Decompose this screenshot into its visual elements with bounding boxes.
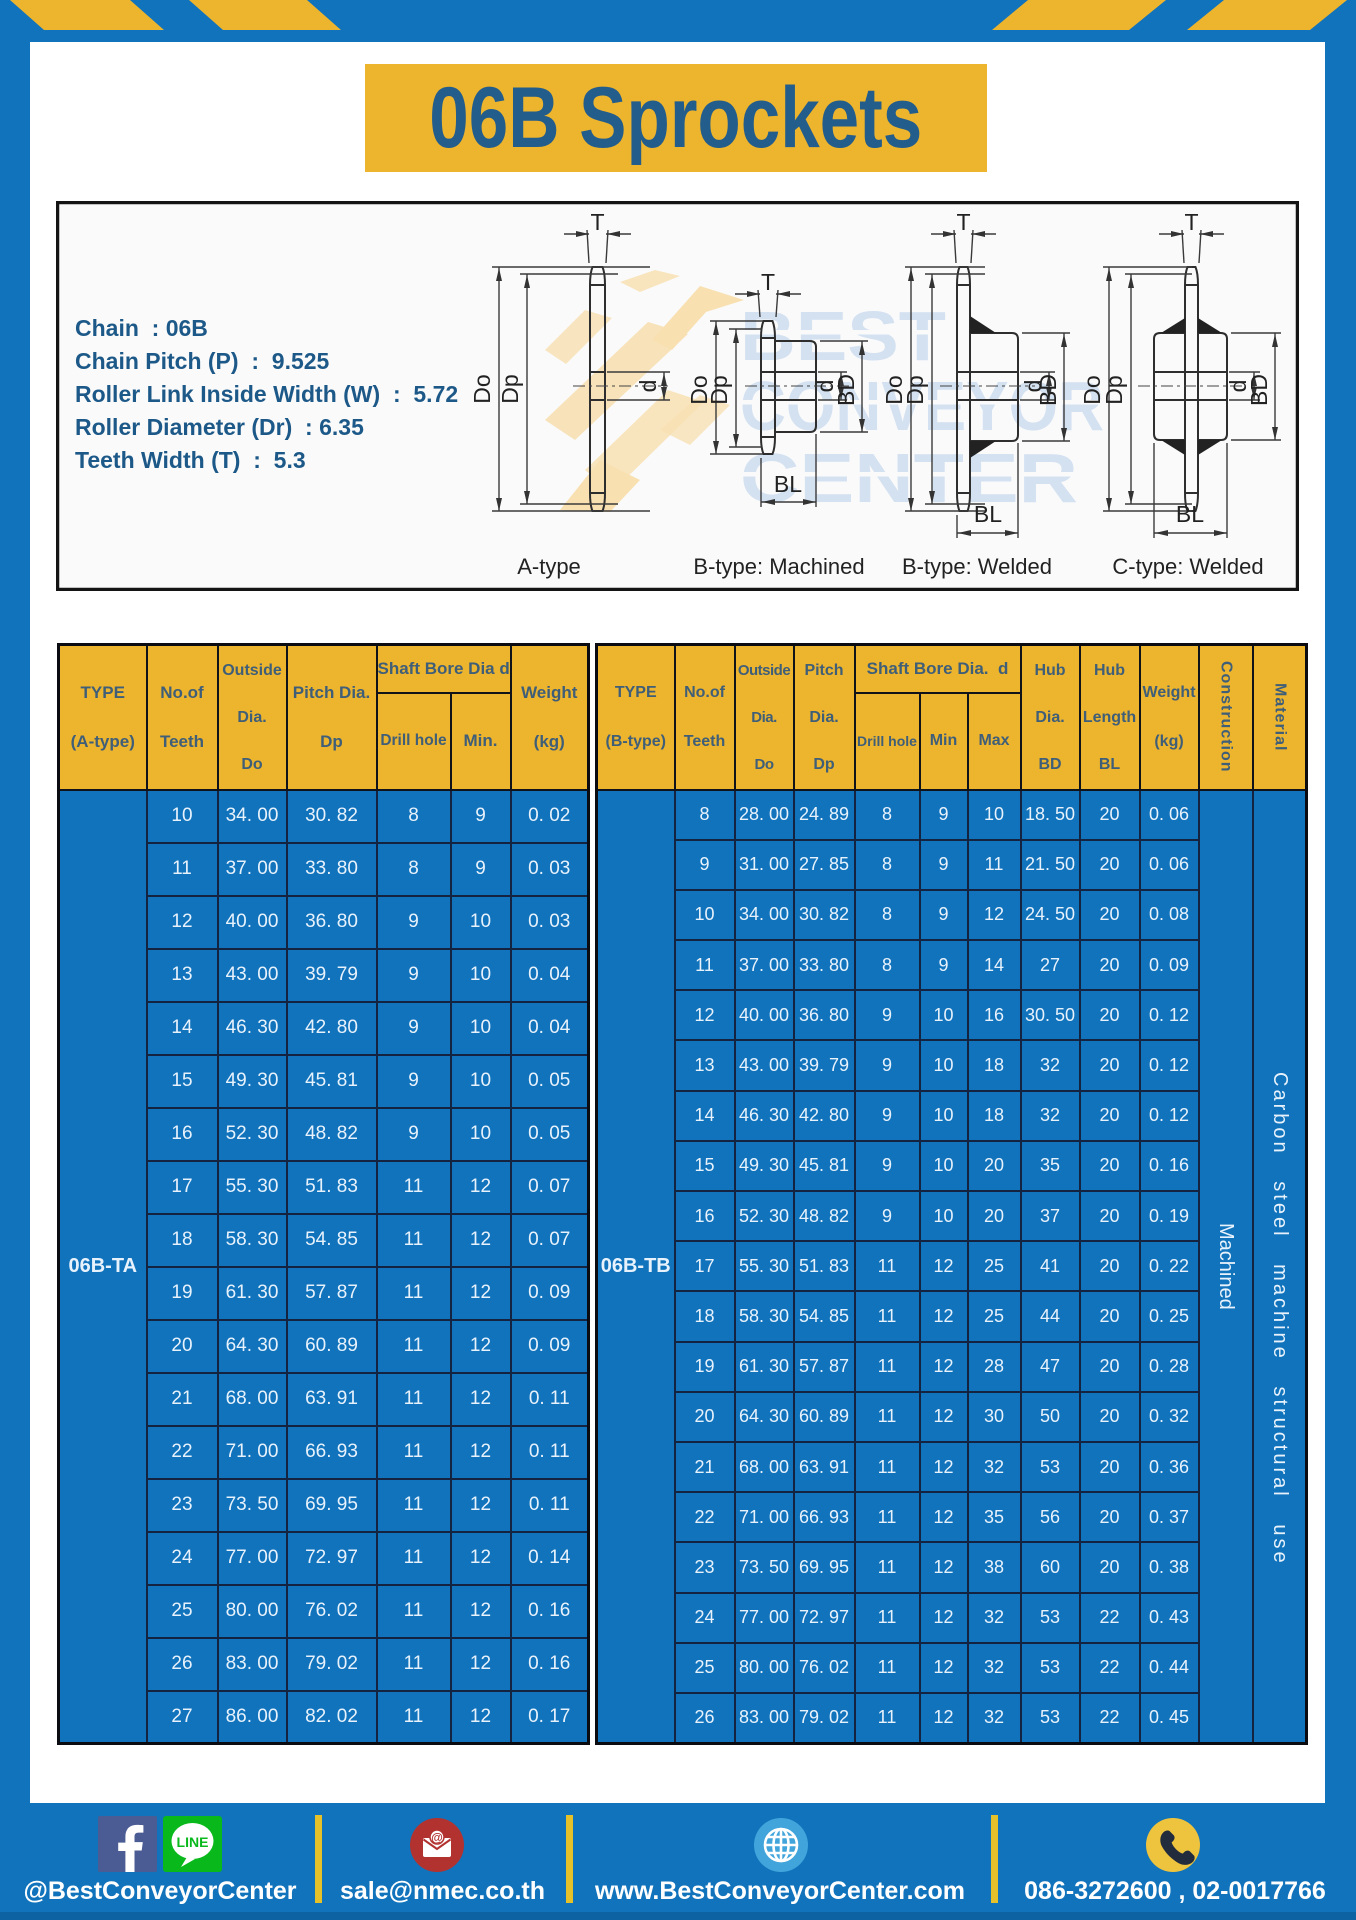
svg-text:Do: Do bbox=[469, 374, 495, 403]
svg-text:LINE: LINE bbox=[177, 1834, 209, 1850]
svg-text:Dp: Dp bbox=[497, 374, 523, 403]
svg-text:C-type: Welded: C-type: Welded bbox=[1112, 554, 1263, 579]
svg-text:BD: BD bbox=[1246, 374, 1272, 406]
svg-text:BL: BL bbox=[774, 471, 802, 497]
svg-text:A-type: A-type bbox=[517, 554, 581, 579]
svg-text:BD: BD bbox=[1035, 374, 1061, 406]
svg-text:T: T bbox=[956, 209, 970, 235]
svg-text:Do: Do bbox=[686, 375, 712, 404]
svg-text:d: d bbox=[1020, 380, 1046, 393]
svg-text:BL: BL bbox=[1176, 501, 1204, 527]
svg-text:d: d bbox=[812, 380, 838, 393]
svg-text:BEST: BEST bbox=[740, 297, 946, 375]
svg-text:d: d bbox=[1225, 380, 1251, 393]
svg-text:B-type: Welded: B-type: Welded bbox=[902, 554, 1052, 579]
svg-text:Do: Do bbox=[1079, 375, 1105, 404]
svg-text:T: T bbox=[1184, 209, 1198, 235]
svg-text:d: d bbox=[635, 380, 661, 393]
svg-text:Dp: Dp bbox=[706, 375, 732, 404]
svg-text:BD: BD bbox=[833, 374, 859, 406]
svg-text:Do: Do bbox=[881, 375, 907, 404]
svg-text:@: @ bbox=[431, 1831, 443, 1845]
svg-text:T: T bbox=[590, 209, 604, 235]
svg-text:B-type: Machined: B-type: Machined bbox=[693, 554, 864, 579]
svg-text:Dp: Dp bbox=[902, 375, 928, 404]
svg-text:Dp: Dp bbox=[1101, 375, 1127, 404]
svg-text:BL: BL bbox=[974, 501, 1002, 527]
svg-text:T: T bbox=[761, 269, 775, 295]
